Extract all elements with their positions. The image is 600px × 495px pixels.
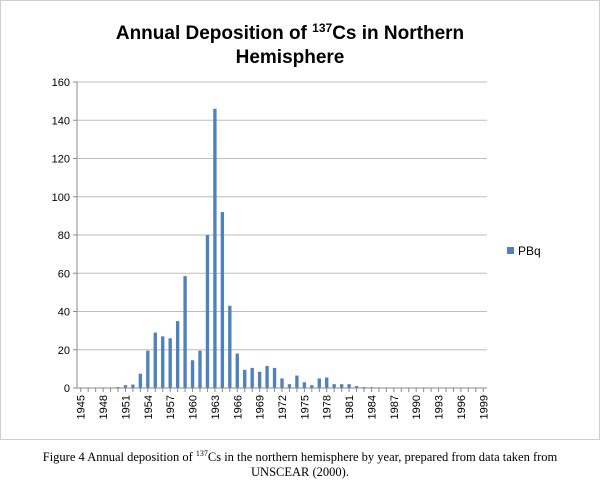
y-tick-label: 60 — [58, 268, 70, 280]
bar — [310, 385, 314, 388]
x-tick-label: 1978 — [322, 395, 334, 419]
y-tick-label: 160 — [52, 77, 70, 89]
bar — [339, 384, 344, 388]
x-tick-label: 1987 — [389, 395, 401, 419]
bar — [131, 384, 135, 388]
y-tick-label: 80 — [58, 230, 70, 242]
x-tick-label: 1954 — [143, 395, 155, 419]
bar — [123, 385, 128, 388]
y-tick-label: 120 — [52, 154, 70, 166]
figure-frame: Annual Deposition of 137Cs in Northern H… — [0, 0, 600, 440]
gridlines — [77, 81, 487, 351]
chart-title-line-2: Hemisphere — [236, 47, 345, 68]
caption-superscript: 137 — [195, 449, 208, 458]
x-tick-label: 1984 — [366, 395, 378, 419]
x-axis-ticks: 1945 1948 1951 1954 1957 1960 1963 1966 1969 1972… — [76, 388, 490, 419]
bar — [302, 382, 307, 388]
bar — [190, 360, 195, 388]
bar — [161, 336, 165, 388]
x-tick-label: 1966 — [232, 395, 244, 419]
y-tick-label: 20 — [58, 345, 70, 357]
bar — [146, 350, 150, 388]
y-tick-label: 0 — [64, 383, 70, 395]
x-tick-label: 1981 — [344, 395, 356, 419]
caption-text-start: Figure 4 Annual deposition of — [42, 450, 196, 465]
bar — [228, 305, 232, 388]
bar — [153, 332, 157, 388]
x-tick-label: 1990 — [411, 395, 423, 419]
x-tick-label: 1951 — [120, 395, 132, 419]
x-tick-label: 1963 — [210, 395, 222, 419]
bar — [354, 386, 359, 388]
y-tick-label: 100 — [52, 192, 70, 204]
bar — [138, 373, 143, 388]
chart: Annual Deposition of 137Cs in Northern H… — [0, 0, 600, 440]
bar — [183, 276, 187, 388]
caption-text-line-2: UNSCEAR (2000). — [251, 465, 349, 480]
chart-title-line-1: Annual Deposition of 137Cs in Northern — [116, 21, 464, 44]
x-tick-label: 1969 — [255, 395, 267, 419]
x-tick-label: 1957 — [165, 395, 177, 419]
y-tick-label: 140 — [52, 115, 70, 127]
x-tick-label: 1948 — [98, 395, 110, 419]
x-tick-label: 1960 — [188, 395, 200, 419]
bar — [265, 366, 269, 388]
bar — [205, 235, 210, 388]
x-tick-label: 1996 — [456, 395, 468, 419]
bars — [79, 108, 485, 389]
bar — [272, 367, 277, 388]
y-tick-label: 40 — [58, 307, 70, 319]
legend-swatch — [507, 247, 514, 254]
bar — [325, 377, 329, 388]
chart-border — [0, 0, 600, 440]
bar — [213, 108, 217, 389]
bar — [295, 375, 299, 388]
bar — [220, 212, 225, 388]
legend-label: PBq — [518, 244, 541, 258]
x-tick-label: 1945 — [76, 395, 88, 419]
x-tick-label: 1999 — [478, 395, 490, 419]
bar — [250, 367, 254, 388]
x-tick-label: 1975 — [299, 395, 311, 419]
caption-text-line-1: Cs in the northern hemisphere by year, p… — [207, 450, 558, 465]
bar — [317, 378, 321, 388]
bar — [243, 369, 247, 388]
bar — [175, 321, 180, 388]
bar — [287, 384, 292, 388]
figure-caption: Figure 4 Annual deposition of 137Cs in t… — [0, 446, 600, 480]
bar — [332, 384, 336, 388]
bar — [257, 371, 262, 388]
bar — [198, 350, 202, 388]
y-axis-ticks: 0 20 40 60 80 100 120 140 160 — [52, 77, 77, 395]
bar — [168, 338, 172, 388]
x-tick-label: 1993 — [434, 395, 446, 419]
x-tick-label: 1972 — [277, 395, 289, 419]
bar — [280, 378, 284, 388]
legend: PBq — [507, 244, 541, 258]
bar — [347, 384, 351, 388]
bar — [235, 353, 239, 388]
